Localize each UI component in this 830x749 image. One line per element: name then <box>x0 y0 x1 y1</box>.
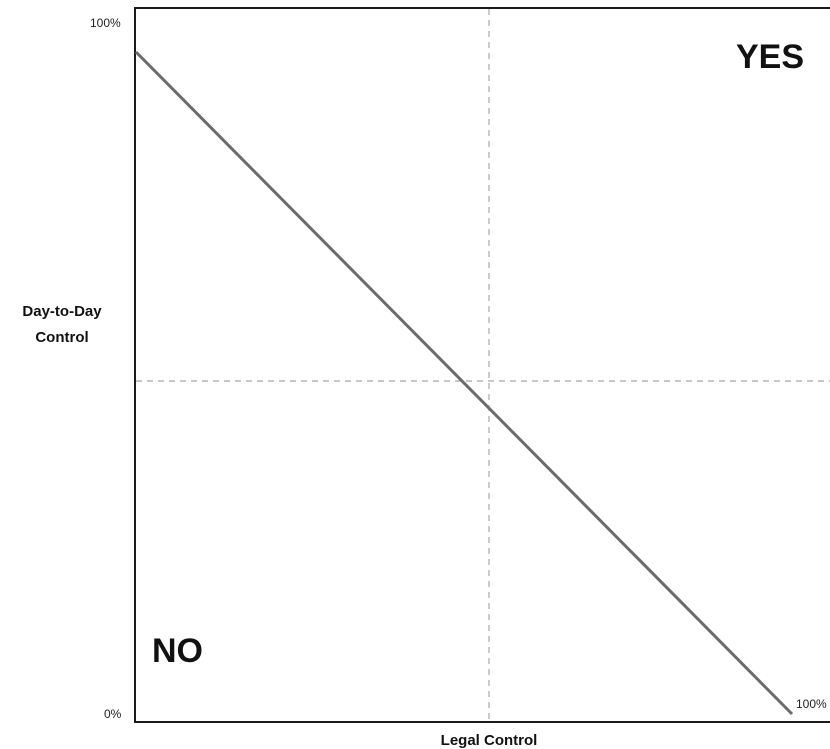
y-axis-bottom-tick: 0% <box>104 707 122 721</box>
y-axis-top-tick: 100% <box>90 16 121 30</box>
threshold-diagonal-line <box>134 50 794 716</box>
y-axis-label-line2: Control <box>35 329 88 346</box>
region-label-no: NO <box>152 632 203 670</box>
plot-frame <box>134 7 830 723</box>
x-axis-right-tick: 100% <box>796 697 827 711</box>
x-axis-label: Legal Control <box>441 732 538 749</box>
region-label-yes: YES <box>736 38 804 76</box>
y-axis-label-line1: Day-to-Day <box>22 303 102 320</box>
